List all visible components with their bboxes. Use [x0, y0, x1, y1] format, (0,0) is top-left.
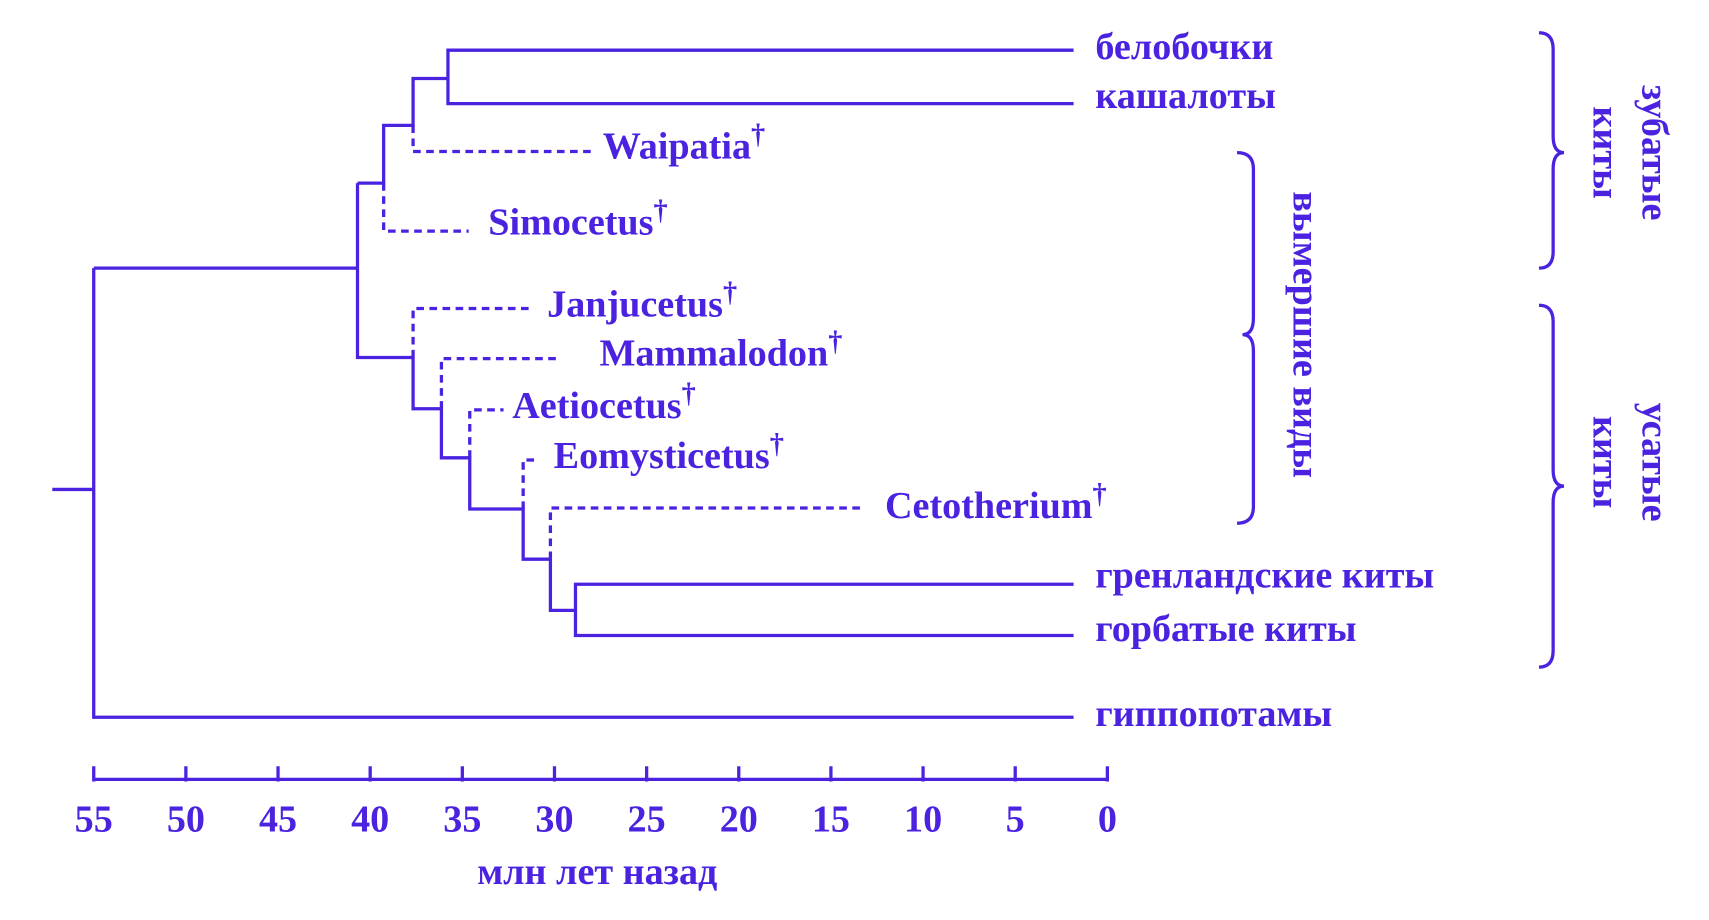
group-label: зубатые: [1633, 85, 1675, 221]
brace: [1538, 303, 1565, 669]
tick-label: 20: [720, 799, 758, 841]
taxon-name: Mammalodon: [599, 332, 828, 374]
tick-label: 5: [1006, 799, 1025, 841]
taxon-name: Waipatia: [603, 125, 751, 167]
group-label: усатые: [1633, 403, 1675, 522]
group-label: вымершие виды: [1285, 191, 1327, 478]
extinct-label: Eomysticetus†: [554, 428, 784, 476]
extinct-label: Mammalodon†: [599, 326, 842, 374]
extinct-mark: †: [1093, 478, 1107, 509]
brace: [1236, 151, 1256, 525]
tick-label: 30: [535, 799, 573, 841]
tick-label: 25: [628, 799, 666, 841]
extinct-label: Aetiocetus†: [512, 378, 696, 426]
leaf-label: горбатые киты: [1095, 608, 1356, 650]
brace: [1538, 31, 1565, 270]
extinct-mark: †: [682, 378, 696, 409]
group-label: киты: [1584, 106, 1626, 198]
tick-label: 55: [75, 799, 113, 841]
time-axis: 55 50 45 40 35 30 25 20 15 10 5 0: [75, 766, 1117, 841]
tick-label: 35: [443, 799, 481, 841]
tick-label: 45: [259, 799, 297, 841]
leaf-label: кашалоты: [1095, 75, 1275, 117]
tick-label: 15: [812, 799, 850, 841]
taxon-name: Aetiocetus: [512, 385, 681, 427]
extinct-label: Simocetus†: [488, 195, 667, 243]
leaf-label: гренландские киты: [1095, 555, 1434, 597]
leaf-label: гиппопотамы: [1095, 693, 1332, 735]
tick-label: 50: [167, 799, 205, 841]
axis-label: млн лет назад: [477, 851, 717, 893]
taxon-name: Simocetus: [488, 201, 653, 243]
extinct-mark: †: [751, 119, 765, 150]
leaf-label: белобочки: [1095, 26, 1273, 68]
extinct-mark: †: [828, 326, 842, 357]
tick-label: 0: [1098, 799, 1117, 841]
extinct-mark: †: [770, 428, 784, 459]
extinct-labels: Waipatia†Simocetus†Janjucetus†Mammalodon…: [488, 119, 1106, 527]
extinct-branch: [382, 125, 862, 560]
braces: [1236, 31, 1565, 669]
tick-label: 10: [904, 799, 942, 841]
tick-label: 40: [351, 799, 389, 841]
taxon-name: Janjucetus: [547, 283, 723, 325]
group-label: киты: [1584, 416, 1626, 508]
extinct-mark: †: [653, 195, 667, 226]
extinct-label: Janjucetus†: [547, 277, 737, 325]
extinct-mark: †: [723, 277, 737, 308]
taxon-name: Cetotherium: [885, 485, 1093, 527]
taxon-name: Eomysticetus: [554, 435, 770, 477]
dashed-branches: [382, 125, 862, 560]
leaf-labels: белобочки кашалоты гренландские киты гор…: [1095, 26, 1434, 735]
extinct-label: Cetotherium†: [885, 478, 1107, 526]
extinct-label: Waipatia†: [603, 119, 765, 167]
